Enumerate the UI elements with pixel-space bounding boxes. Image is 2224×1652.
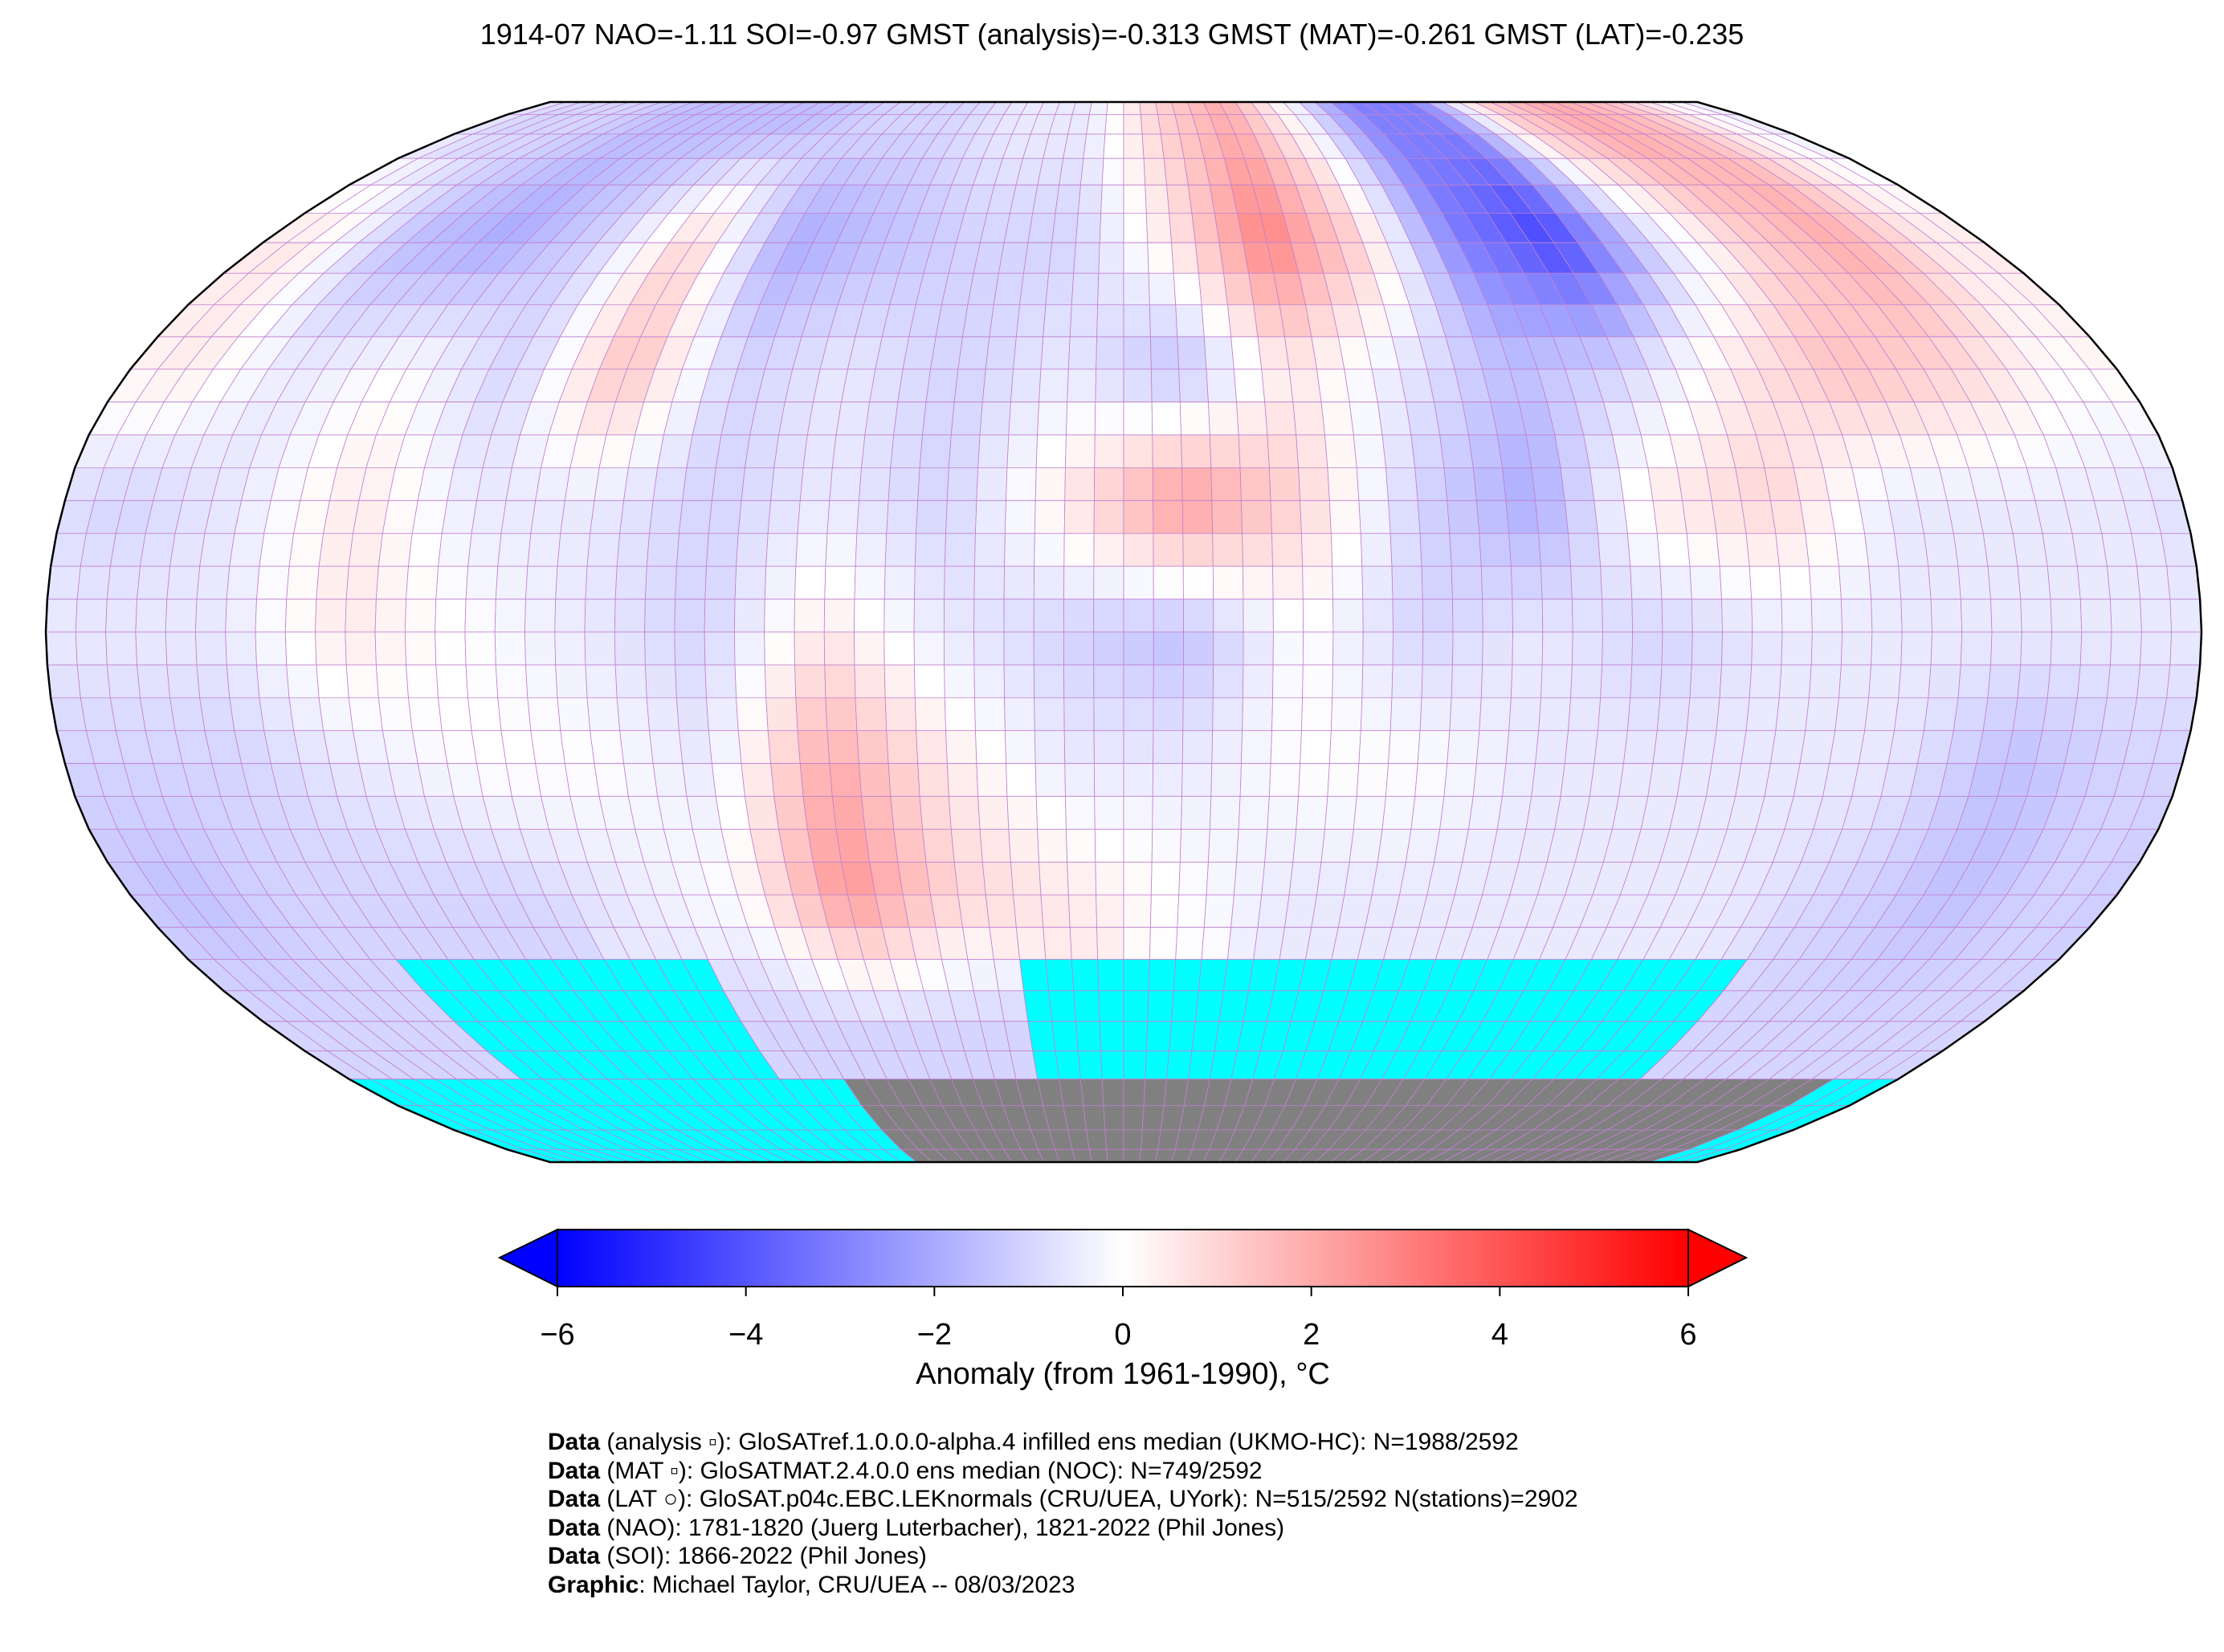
colorbar-tick-label: 6: [1679, 1318, 1696, 1352]
credit-text: (LAT ○): GloSAT.p04c.EBC.LEKnormals (CRU…: [600, 1486, 1578, 1512]
credit-text: : Michael Taylor, CRU/UEA -- 08/03/2023: [639, 1571, 1075, 1598]
colorbar-tick-label: −6: [540, 1318, 574, 1352]
credit-label: Data: [548, 1486, 601, 1512]
credit-text: (MAT ▫): GloSATMAT.2.4.0.0 ens median (N…: [600, 1457, 1263, 1484]
colorbar-tick-label: 2: [1303, 1318, 1320, 1352]
colorbar-extend-max: [1687, 1228, 1749, 1288]
credit-label: Data: [548, 1429, 601, 1455]
credit-text: (SOI): 1866-2022 (Phil Jones): [600, 1543, 927, 1569]
colorbar-extend-min: [497, 1228, 558, 1288]
colorbar-ticks: −6 −4 −2 0 2 4 6: [540, 1287, 1697, 1352]
credits: Data (analysis ▫): GloSATref.1.0.0.0-alp…: [548, 1428, 1578, 1599]
anomaly-cells: [45, 101, 2202, 1163]
world-map: [44, 100, 2203, 1164]
credit-line: Data (NAO): 1781-1820 (Juerg Luterbacher…: [548, 1514, 1578, 1543]
chart-title: 1914-07 NAO=-1.11 SOI=-0.97 GMST (analys…: [479, 18, 1745, 51]
credit-line: Graphic: Michael Taylor, CRU/UEA -- 08/0…: [548, 1571, 1578, 1600]
credit-label: Data: [548, 1457, 601, 1484]
credit-line: Data (MAT ▫): GloSATMAT.2.4.0.0 ens medi…: [548, 1457, 1578, 1486]
colorbar-tick-label: 0: [1114, 1318, 1131, 1352]
credit-text: (analysis ▫): GloSATref.1.0.0.0-alpha.4 …: [600, 1429, 1519, 1455]
credit-line: Data (SOI): 1866-2022 (Phil Jones): [548, 1542, 1578, 1571]
credit-label: Data: [548, 1514, 601, 1541]
credit-line: Data (analysis ▫): GloSATref.1.0.0.0-alp…: [548, 1428, 1578, 1457]
colorbar-label: Anomaly (from 1961-1990), °C: [916, 1357, 1330, 1391]
credit-line: Data (LAT ○): GloSAT.p04c.EBC.LEKnormals…: [548, 1485, 1578, 1514]
colorbar-gradient: [557, 1229, 1689, 1287]
credit-text: (NAO): 1781-1820 (Juerg Luterbacher), 18…: [600, 1514, 1285, 1541]
credit-label: Data: [548, 1543, 601, 1569]
colorbar-tick-label: −2: [917, 1318, 952, 1352]
credit-label: Graphic: [548, 1571, 639, 1598]
colorbar: −6 −4 −2 0 2 4 6: [497, 1228, 1749, 1352]
colorbar-tick-label: −4: [728, 1318, 763, 1352]
colorbar-tick-label: 4: [1492, 1318, 1508, 1352]
